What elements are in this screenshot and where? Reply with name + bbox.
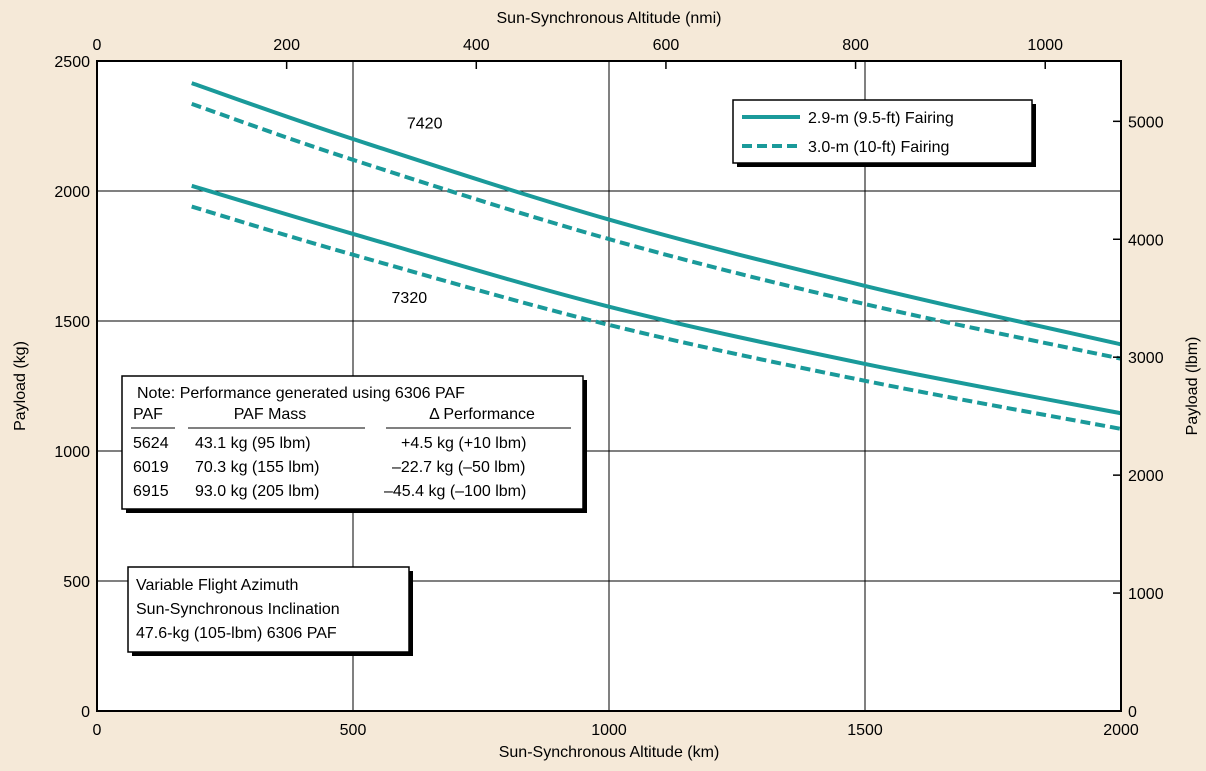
x-tick-label: 500 <box>340 722 367 739</box>
x-tick-label: 2000 <box>1103 722 1139 739</box>
curve-label-7320: 7320 <box>392 290 428 307</box>
y-right-tick-label: 0 <box>1128 704 1137 721</box>
series-line-7420-solid <box>191 81 1122 347</box>
note-header-delta: Δ Performance <box>429 406 535 423</box>
x-axis-title: Sun-Synchronous Altitude (km) <box>499 744 720 761</box>
x-tick-label: 0 <box>93 722 102 739</box>
x-tick-label: 1500 <box>847 722 883 739</box>
note-box-shadow <box>583 380 587 513</box>
series-layer <box>191 81 1122 431</box>
note-title: Note: Performance generated using 6306 P… <box>137 385 465 402</box>
y-tick-label: 1000 <box>54 444 90 461</box>
x-top-tick-label: 600 <box>653 37 680 54</box>
y-tick-label: 0 <box>81 704 90 721</box>
legend-box-shadow <box>1032 104 1036 167</box>
legend-box-shadow-bottom <box>737 163 1036 167</box>
conditions-line-1: Sun-Synchronous Inclination <box>136 601 340 618</box>
x-tick-label: 1000 <box>591 722 627 739</box>
y-right-tick-label: 1000 <box>1128 586 1164 603</box>
y-tick-label: 500 <box>63 574 90 591</box>
note-row-1-paf: 6019 <box>133 459 169 476</box>
conditions-box-shadow <box>409 571 413 656</box>
series-line-7320-dashed <box>191 204 1122 431</box>
y-tick-label: 2000 <box>54 184 90 201</box>
x-top-axis-title: Sun-Synchronous Altitude (nmi) <box>497 10 722 27</box>
x-top-tick-label: 400 <box>463 37 490 54</box>
note-header-paf: PAF <box>133 406 163 423</box>
curve-label-7420: 7420 <box>407 116 443 133</box>
note-row-2-delta: –45.4 kg (–100 lbm) <box>384 483 526 500</box>
y-right-axis-title: Payload (lbm) <box>1184 337 1201 436</box>
legend: 2.9-m (9.5-ft) Fairing 3.0-m (10-ft) Fai… <box>732 99 1036 167</box>
y-right-tick-label: 3000 <box>1128 350 1164 367</box>
y-right-tick-label: 2000 <box>1128 468 1164 485</box>
legend-solid-label: 2.9-m (9.5-ft) Fairing <box>808 110 954 127</box>
conditions-line-2: 47.6-kg (105-lbm) 6306 PAF <box>136 625 337 642</box>
series-line-7320-solid <box>191 183 1122 416</box>
conditions-box: Variable Flight Azimuth Sun-Synchronous … <box>127 566 413 656</box>
x-top-tick-label: 0 <box>93 37 102 54</box>
note-row-2-paf: 6915 <box>133 483 169 500</box>
series-line-7420-dashed <box>191 102 1122 361</box>
note-row-2-mass: 93.0 kg (205 lbm) <box>195 483 320 500</box>
note-box-shadow-bottom <box>126 509 587 513</box>
x-top-tick-label: 1000 <box>1027 37 1063 54</box>
x-top-tick-label: 800 <box>842 37 869 54</box>
y-tick-label: 1500 <box>54 314 90 331</box>
legend-box <box>732 99 1033 164</box>
plot-frame <box>96 60 1122 712</box>
conditions-box-frame <box>127 566 410 653</box>
note-box-frame <box>121 375 584 510</box>
conditions-box-shadow-bottom <box>132 652 413 656</box>
x-top-tick-label: 200 <box>273 37 300 54</box>
legend-dashed-label: 3.0-m (10-ft) Fairing <box>808 139 949 156</box>
note-row-1-delta: –22.7 kg (–50 lbm) <box>392 459 525 476</box>
note-row-0-mass: 43.1 kg (95 lbm) <box>195 435 311 452</box>
note-row-0-paf: 5624 <box>133 435 169 452</box>
note-row-0-delta: +4.5 kg (+10 lbm) <box>401 435 526 452</box>
note-box: Note: Performance generated using 6306 P… <box>121 375 587 513</box>
y-axis-title: Payload (kg) <box>12 341 29 431</box>
note-header-mass: PAF Mass <box>234 406 307 423</box>
y-tick-label: 2500 <box>54 54 90 71</box>
y-right-tick-label: 5000 <box>1128 114 1164 131</box>
y-right-tick-label: 4000 <box>1128 232 1164 249</box>
conditions-line-0: Variable Flight Azimuth <box>136 577 298 594</box>
note-row-1-mass: 70.3 kg (155 lbm) <box>195 459 320 476</box>
